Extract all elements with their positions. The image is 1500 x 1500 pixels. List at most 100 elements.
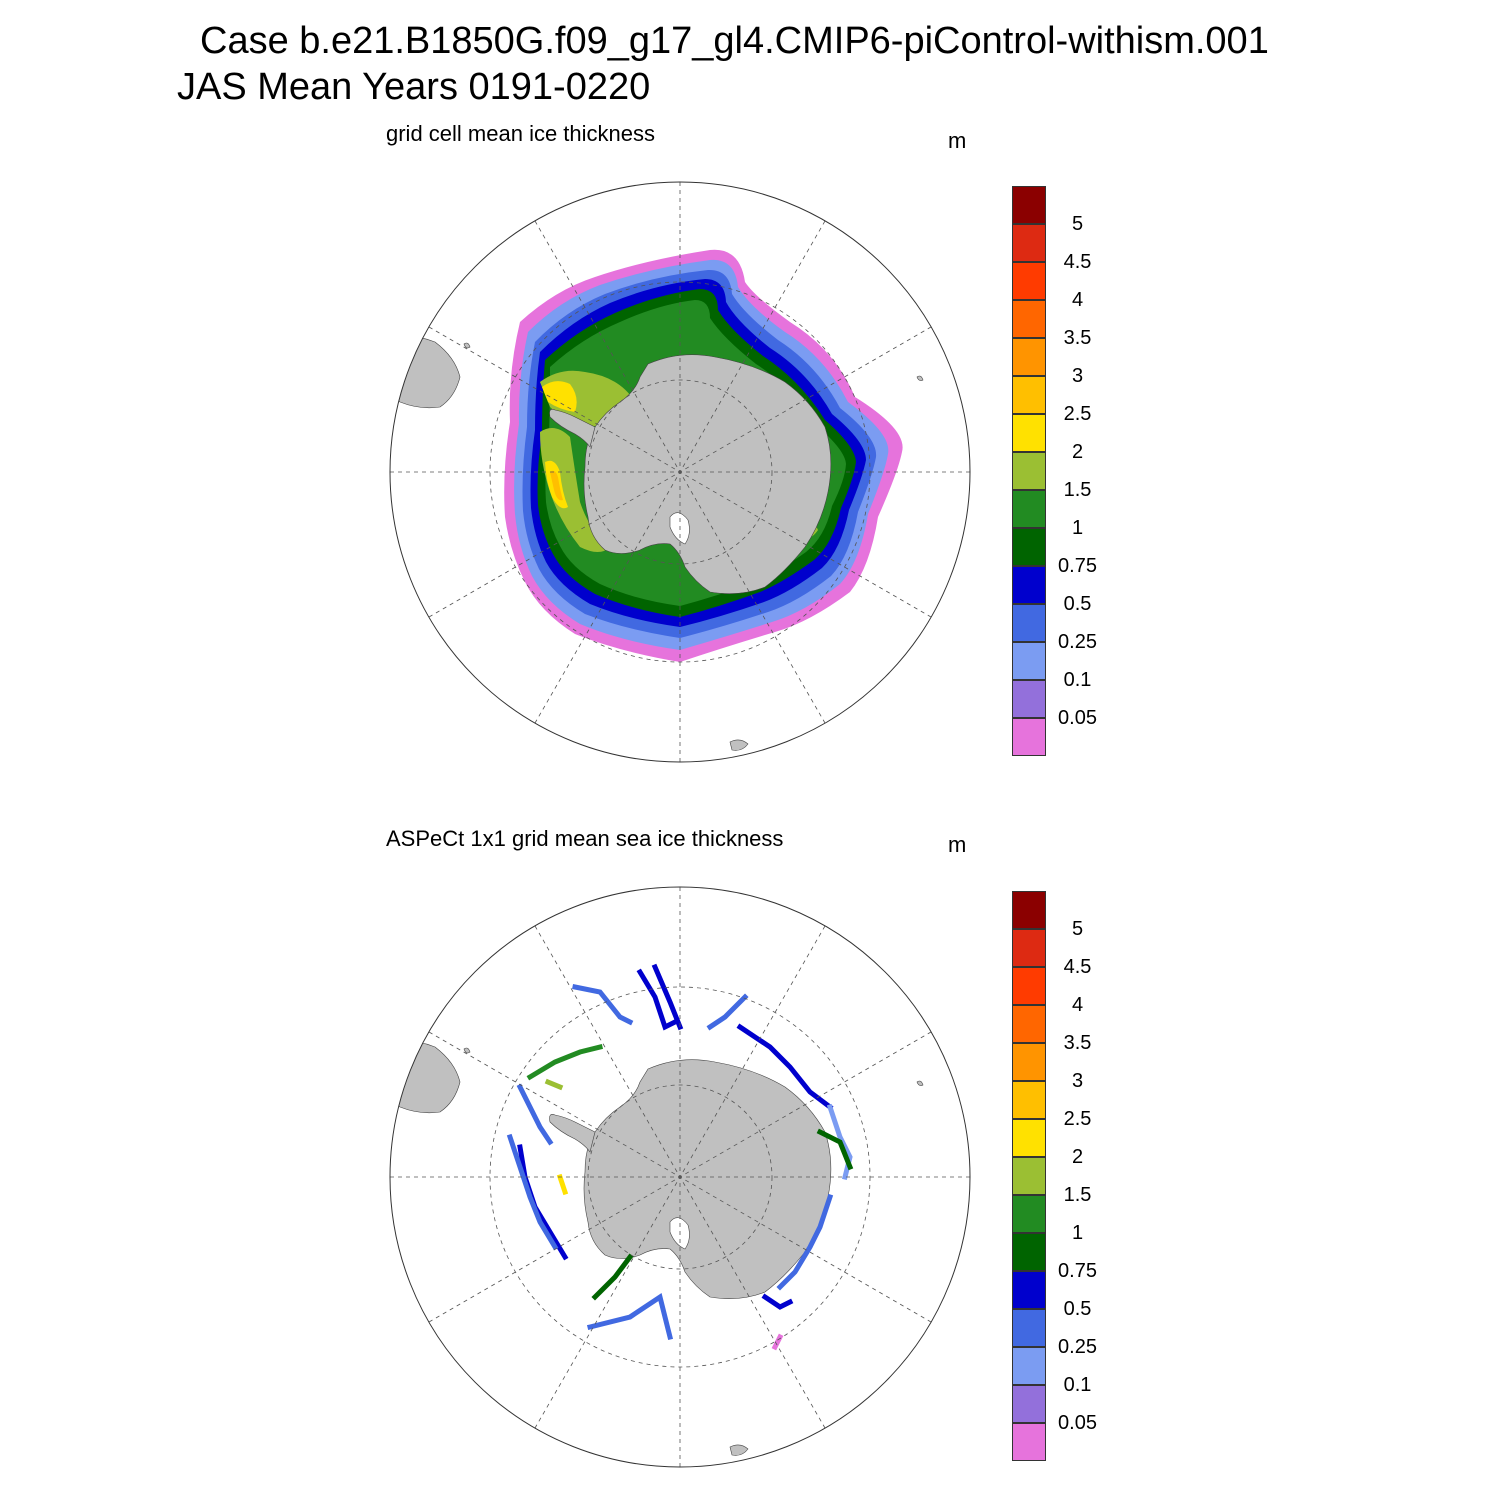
colorbar-label: 0.75 (1058, 1260, 1097, 1282)
track-16 (544, 1078, 564, 1091)
colorbar-label: 5 (1071, 213, 1084, 235)
island-1 (463, 342, 471, 349)
colorbar-label: 0.1 (1063, 1374, 1092, 1396)
ice-thickness-field (390, 249, 924, 751)
track-9 (761, 1293, 794, 1310)
colorbar-panel1 (1012, 186, 1046, 756)
track-13 (506, 1133, 559, 1251)
antarctica-land (583, 354, 832, 594)
colorbar-box (1012, 376, 1046, 414)
colorbar-label: 3 (1071, 365, 1084, 387)
colorbar-label: 0.25 (1058, 1336, 1097, 1358)
map-boundary (389, 181, 971, 763)
track-5 (736, 1023, 834, 1111)
colorbar-label: 2 (1071, 1146, 1084, 1168)
colorbar-box (1012, 1423, 1046, 1461)
aspect-ice-thickness-map (389, 886, 971, 1468)
colorbar-box (1012, 528, 1046, 566)
colorbar-label: 1.5 (1063, 479, 1092, 501)
colorbar-box (1012, 1081, 1046, 1119)
antarctic-peninsula (549, 409, 596, 448)
colorbar-box (1012, 1043, 1046, 1081)
track-11 (591, 1253, 634, 1301)
colorbar-label: 3 (1071, 1070, 1084, 1092)
colorbar-box (1012, 300, 1046, 338)
panel2-units: m (948, 832, 967, 857)
panel1-units: m (948, 128, 967, 153)
map-gridlines (390, 182, 970, 762)
colorbar-box (1012, 452, 1046, 490)
island-3 (729, 1444, 749, 1456)
colorbar-box (1012, 718, 1046, 756)
colorbar-box (1012, 338, 1046, 376)
panel1-title: grid cell mean ice thickness (386, 121, 656, 146)
track-7 (816, 1128, 854, 1171)
colorbar-label: 2.5 (1063, 1108, 1092, 1130)
colorbar-box (1012, 1233, 1046, 1271)
track-2 (636, 968, 679, 1031)
colorbar-label: 4.5 (1063, 251, 1092, 273)
colorbar-label: 1.5 (1063, 1184, 1092, 1206)
colorbar-box (1012, 1119, 1046, 1157)
colorbar-label: 0.5 (1063, 593, 1092, 615)
colorbar-box (1012, 967, 1046, 1005)
colorbar-label: 1 (1071, 1222, 1084, 1244)
colorbar-label: 0.05 (1058, 1412, 1097, 1434)
map-boundary (389, 886, 971, 1468)
ice-band-1.5-b (540, 428, 610, 552)
colorbar-label: 1 (1071, 517, 1084, 539)
colorbar-label: 3.5 (1063, 1032, 1092, 1054)
colorbar-box (1012, 642, 1046, 680)
island-1 (463, 1047, 471, 1054)
colorbar-box (1012, 1195, 1046, 1233)
colorbar-box (1012, 1157, 1046, 1195)
colorbar-box (1012, 1271, 1046, 1309)
colorbar-label: 0.5 (1063, 1298, 1092, 1320)
colorbar-box (1012, 604, 1046, 642)
ship-tracks (506, 963, 854, 1351)
island-2 (916, 375, 924, 381)
colorbar-box (1012, 414, 1046, 452)
island-2 (916, 1080, 924, 1086)
colorbar-box (1012, 262, 1046, 300)
colorbar-label: 5 (1071, 918, 1084, 940)
period-title: JAS Mean Years 0191-0220 (177, 66, 651, 108)
colorbar-box (1012, 1005, 1046, 1043)
colorbar-label: 3.5 (1063, 327, 1092, 349)
track-17 (556, 1173, 569, 1196)
colorbar-label: 2 (1071, 441, 1084, 463)
colorbar-label: 0.75 (1058, 555, 1097, 577)
colorbar-box (1012, 566, 1046, 604)
colorbar-box (1012, 891, 1046, 929)
colorbar-box (1012, 1347, 1046, 1385)
track-8 (776, 1193, 834, 1291)
ice-band-2.5 (550, 470, 563, 501)
track-14 (526, 1043, 604, 1081)
colorbar-label: 2.5 (1063, 403, 1092, 425)
colorbar-label: 0.1 (1063, 669, 1092, 691)
case-title: Case b.e21.B1850G.f09_g17_gl4.CMIP6-piCo… (200, 20, 1269, 62)
island-3 (729, 739, 749, 751)
colorbar-box (1012, 680, 1046, 718)
colorbar-box (1012, 490, 1046, 528)
colorbar-label: 4 (1071, 289, 1084, 311)
colorbar-label: 4 (1071, 994, 1084, 1016)
antarctic-peninsula (549, 1114, 596, 1153)
colorbar-box (1012, 1385, 1046, 1423)
panel2-title: ASPeCt 1x1 grid mean sea ice thickness (386, 826, 784, 851)
colorbar-box (1012, 186, 1046, 224)
colorbar-box (1012, 929, 1046, 967)
colorbar-label: 0.25 (1058, 631, 1097, 653)
colorbar-box (1012, 1309, 1046, 1347)
antarctica-land (583, 1059, 832, 1299)
colorbar-panel2 (1012, 891, 1046, 1461)
track-1 (572, 984, 634, 1026)
colorbar-box (1012, 224, 1046, 262)
colorbar-label: 4.5 (1063, 956, 1092, 978)
ice-band-2 (542, 381, 577, 412)
track-3 (651, 963, 684, 1031)
track-10 (586, 1292, 674, 1341)
track-4 (706, 993, 749, 1031)
track-15 (516, 1083, 554, 1146)
model-ice-thickness-map (389, 181, 971, 763)
